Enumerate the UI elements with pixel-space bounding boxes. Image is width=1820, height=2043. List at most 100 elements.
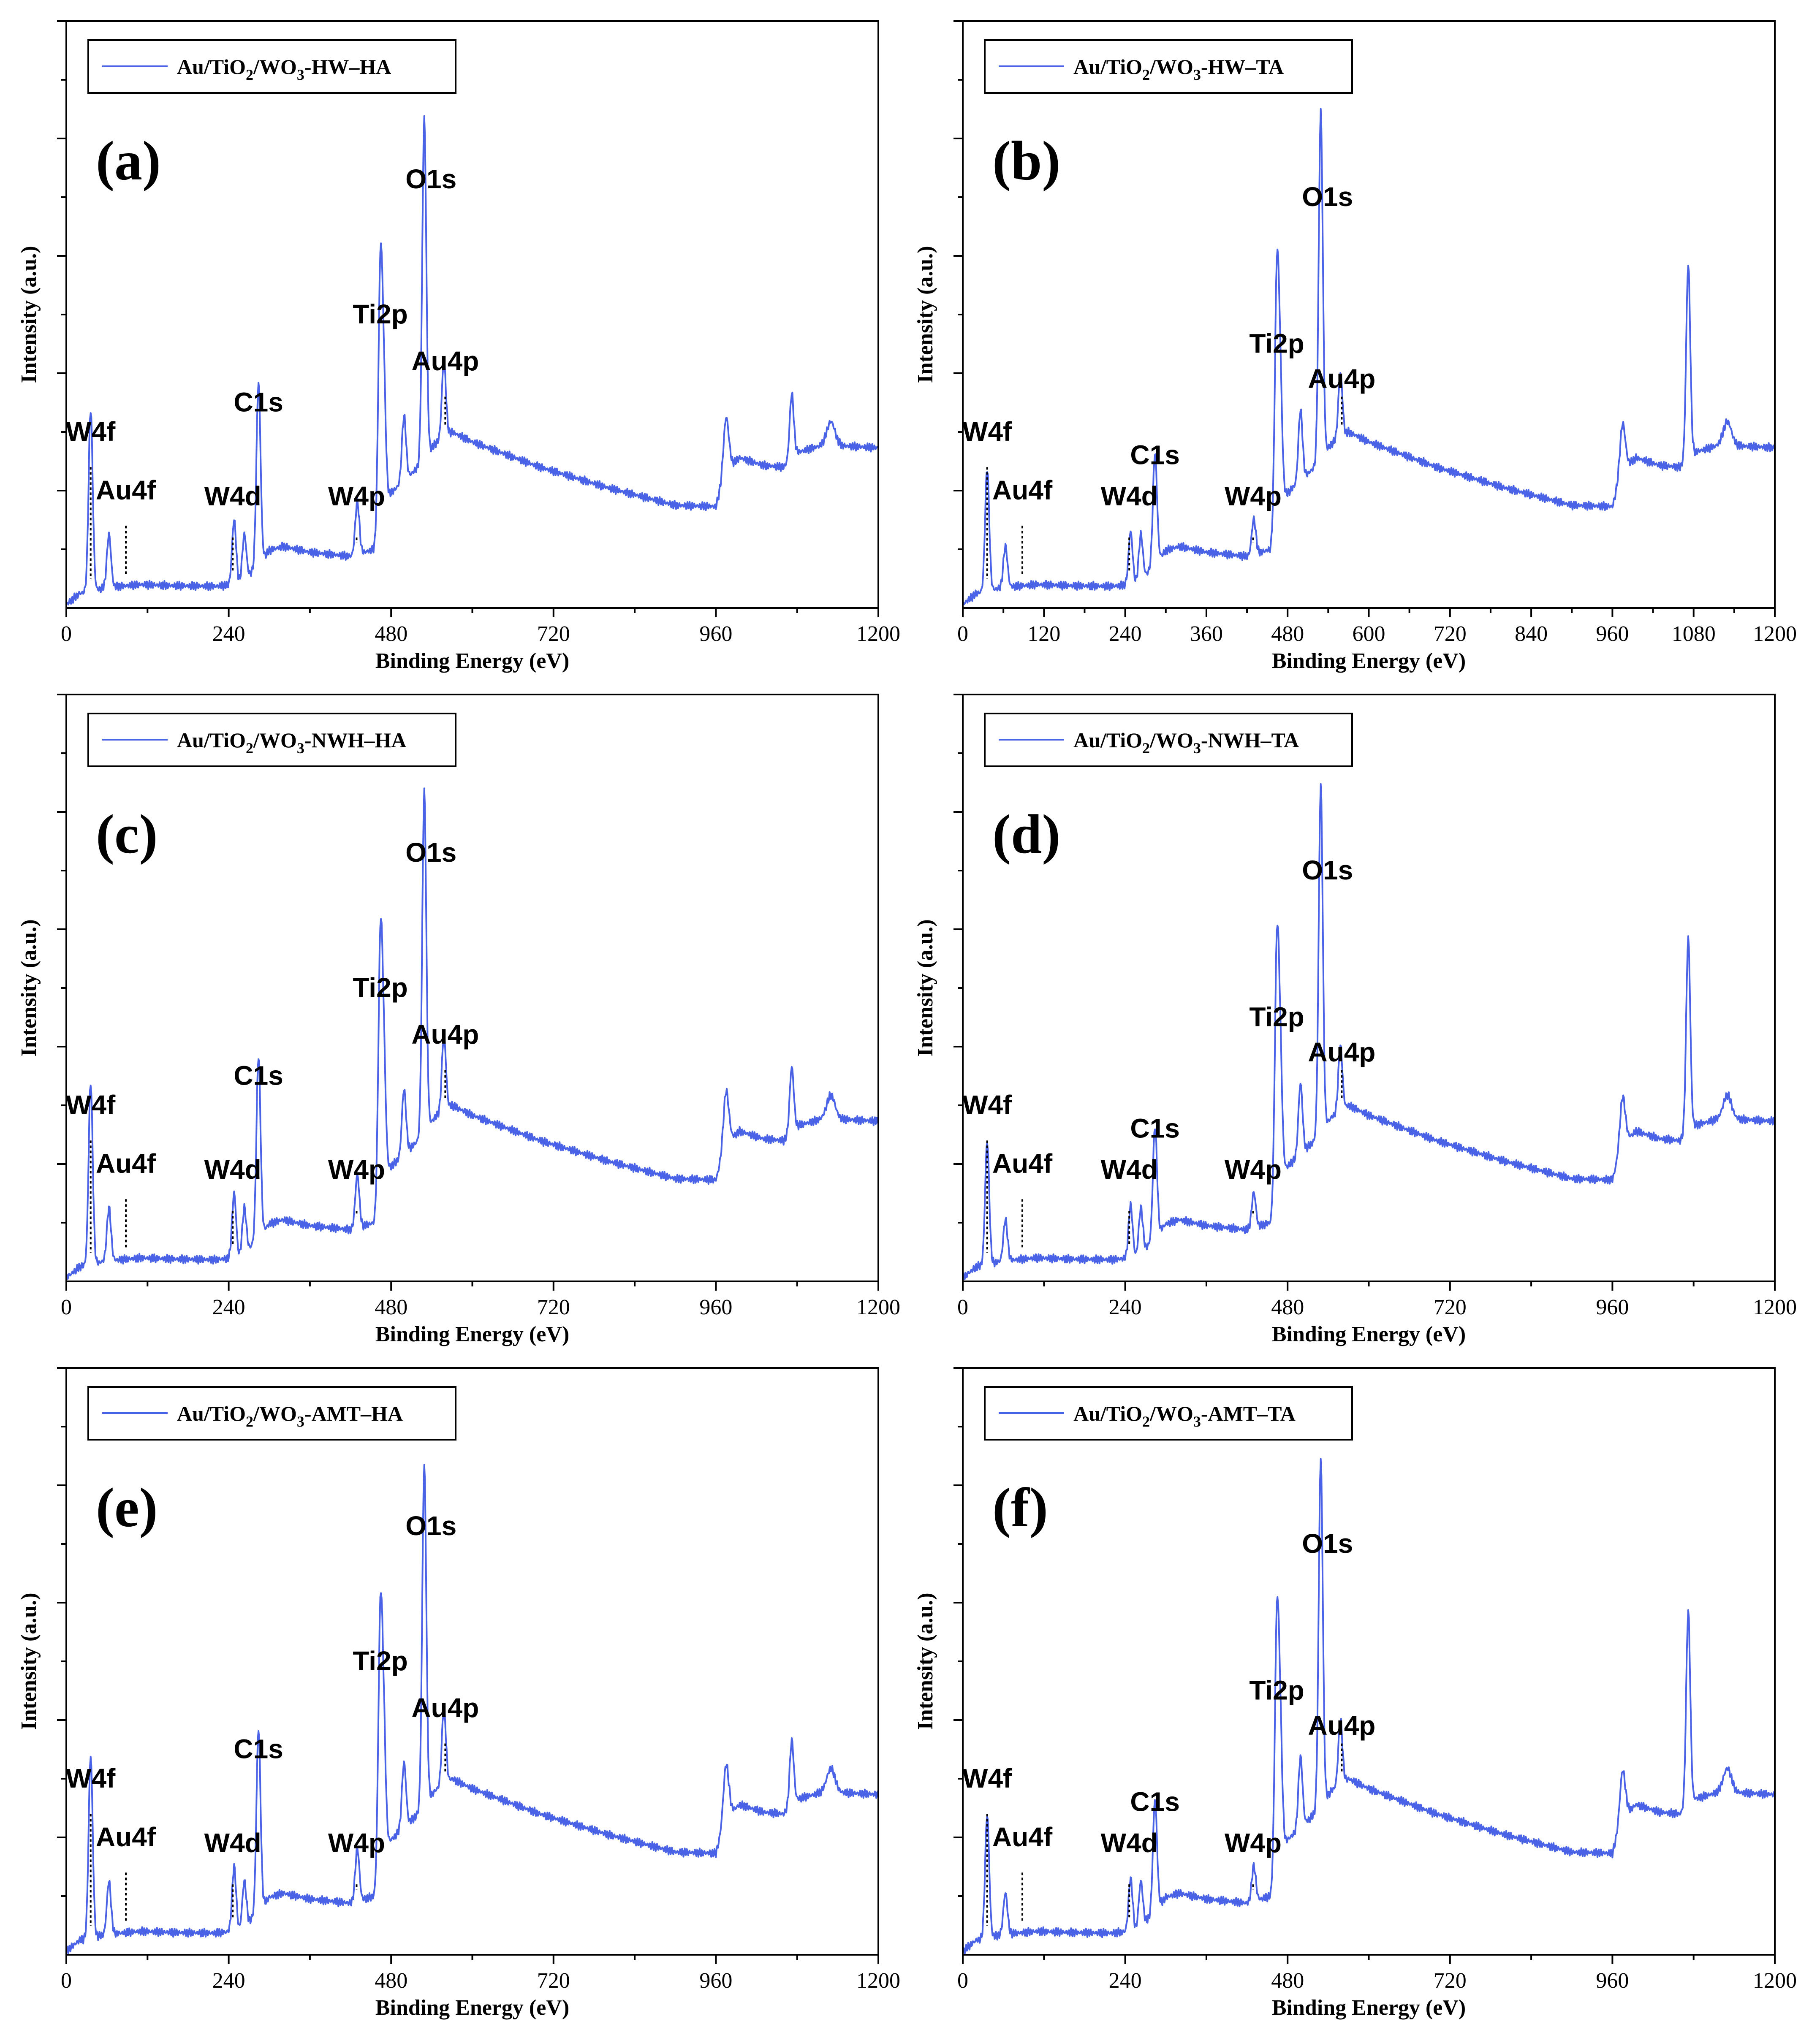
x-tick-label: 240 [1109, 1969, 1142, 1993]
x-tick-label: 0 [957, 1295, 968, 1319]
legend-text-part: -AMT–HA [304, 1402, 403, 1425]
x-tick-label: 480 [1271, 1969, 1304, 1993]
x-tick-label: 1200 [856, 1969, 900, 1993]
x-tick-label: 960 [699, 1969, 732, 1993]
peak-label-o1s: O1s [1302, 182, 1353, 212]
legend: Au/TiO2/WO3-NWH–TA [984, 713, 1353, 767]
peak-label-au4p: Au4p [411, 1019, 479, 1050]
peak-label-au4f: Au4f [96, 1822, 156, 1852]
peak-label-w4p: W4p [1225, 481, 1282, 511]
peak-label-w4f: W4f [66, 1763, 116, 1793]
peak-label-w4d: W4d [204, 1828, 261, 1858]
x-axis-title: Binding Energy (eV) [375, 1322, 569, 1346]
xps-spectrum-line [962, 108, 1776, 605]
peak-label-w4f: W4f [962, 1090, 1012, 1120]
plot-frame [962, 694, 1776, 1282]
peak-label-w4d: W4d [204, 1154, 261, 1185]
peak-label-w4p: W4p [1225, 1828, 1282, 1858]
peak-label-au4p: Au4p [1308, 1710, 1375, 1741]
x-tick-label: 960 [1596, 1295, 1629, 1319]
legend-text-part: 3 [297, 66, 304, 83]
y-axis-title: Intensity (a.u.) [17, 919, 41, 1056]
panel-label: (f) [992, 1476, 1048, 1538]
x-tick-label: 960 [1596, 1969, 1629, 1993]
chart-panel-b: 0 120 240 360 480 600 720 840 960 1080 1200 Binding… [913, 20, 1797, 673]
x-tick-label: 1200 [1753, 1295, 1797, 1319]
x-tick-label: 600 [1353, 622, 1385, 646]
x-tick-label: 960 [699, 1295, 732, 1319]
plot-frame [65, 694, 879, 1282]
x-tick-label: 480 [1271, 1295, 1304, 1319]
x-tick-label: 0 [61, 1969, 72, 1993]
peak-label-w4p: W4p [328, 1154, 385, 1185]
legend-text-part: -AMT–TA [1201, 1402, 1296, 1425]
y-axis-title: Intensity (a.u.) [17, 246, 41, 383]
chart-panel-a: 0 240 480 720 960 1200 Binding Energy (eV) Inte… [17, 20, 900, 673]
legend-text-part: /WO [253, 55, 297, 79]
xps-spectrum-line [962, 1458, 1776, 1954]
legend-text-part: -HW–TA [1201, 55, 1284, 79]
chart-panel-f: 0 240 480 720 960 1200 Binding Energy (eV) Inte… [913, 1367, 1797, 2020]
x-tick-label: 480 [1271, 622, 1304, 646]
legend-text-part: 2 [246, 740, 253, 757]
panel-label: (d) [992, 803, 1060, 865]
x-tick-label: 240 [212, 1969, 245, 1993]
legend-label: Au/TiO2/WO3-HW–TA [1073, 55, 1284, 83]
plot-frame [65, 1367, 879, 1956]
legend-text-part: -NWH–TA [1201, 728, 1299, 752]
x-axis-title: Binding Energy (eV) [375, 1996, 569, 2020]
panel-label: (b) [992, 130, 1060, 192]
x-tick-label: 0 [61, 622, 72, 646]
chart-panel-c: 0 240 480 720 960 1200 Binding Energy (eV) Inte… [17, 694, 900, 1346]
peak-label-c1s: C1s [234, 1734, 283, 1764]
peak-label-ti2p: Ti2p [353, 972, 407, 1003]
peak-label-ti2p: Ti2p [353, 299, 407, 329]
x-tick-label: 1200 [1753, 1969, 1797, 1993]
peak-label-au4p: Au4p [1308, 1037, 1375, 1067]
legend-text-part: 2 [246, 66, 253, 83]
legend-text-part: Au/TiO [177, 728, 246, 752]
peak-label-o1s: O1s [405, 164, 456, 194]
peak-label-au4f: Au4f [96, 1148, 156, 1179]
legend-text-part: 3 [297, 740, 304, 757]
peak-label-au4f: Au4f [992, 1822, 1053, 1852]
peak-label-c1s: C1s [1130, 1113, 1179, 1143]
chart-panel-e: 0 240 480 720 960 1200 Binding Energy (eV) Inte… [17, 1367, 900, 2020]
peak-label-w4d: W4d [204, 481, 261, 511]
x-tick-label: 240 [1109, 622, 1142, 646]
x-tick-label: 720 [1434, 1969, 1467, 1993]
legend-text-part: /WO [253, 1402, 297, 1425]
x-tick-label: 720 [537, 622, 570, 646]
x-tick-label: 480 [375, 622, 407, 646]
plot-frame [962, 1367, 1776, 1956]
peak-label-ti2p: Ti2p [353, 1646, 407, 1676]
x-tick-label: 720 [1434, 622, 1467, 646]
x-tick-label: 480 [375, 1295, 407, 1319]
legend: Au/TiO2/WO3-HW–TA [984, 39, 1353, 94]
legend-label: Au/TiO2/WO3-AMT–TA [1073, 1402, 1296, 1430]
peak-label-au4f: Au4f [992, 1148, 1053, 1179]
x-tick-label: 0 [61, 1295, 72, 1319]
x-tick-label: 720 [1434, 1295, 1467, 1319]
x-tick-label: 960 [1596, 622, 1629, 646]
legend-text-part: 2 [1142, 1413, 1150, 1430]
peak-label-w4d: W4d [1101, 1154, 1158, 1185]
peak-label-o1s: O1s [405, 837, 456, 868]
chart-panel-d: 0 240 480 720 960 1200 Binding Energy (eV) Inte… [913, 694, 1797, 1346]
legend-text-part: Au/TiO [177, 55, 246, 79]
legend-text-part: /WO [1149, 55, 1193, 79]
x-tick-label: 480 [375, 1969, 407, 1993]
legend-text-part: 3 [1193, 1413, 1201, 1430]
peak-label-w4p: W4p [328, 1828, 385, 1858]
peak-label-au4f: Au4f [992, 475, 1053, 505]
legend-text-part: /WO [1149, 728, 1193, 752]
x-tick-label: 240 [212, 622, 245, 646]
legend-text-part: 2 [1142, 740, 1150, 757]
legend-text-part: 3 [1193, 740, 1201, 757]
plot-frame [962, 20, 1776, 609]
x-tick-label: 840 [1515, 622, 1548, 646]
peak-label-c1s: C1s [1130, 440, 1179, 470]
peak-label-ti2p: Ti2p [1249, 328, 1304, 358]
legend-text-part: Au/TiO [1073, 1402, 1142, 1425]
peak-label-o1s: O1s [1302, 855, 1353, 885]
